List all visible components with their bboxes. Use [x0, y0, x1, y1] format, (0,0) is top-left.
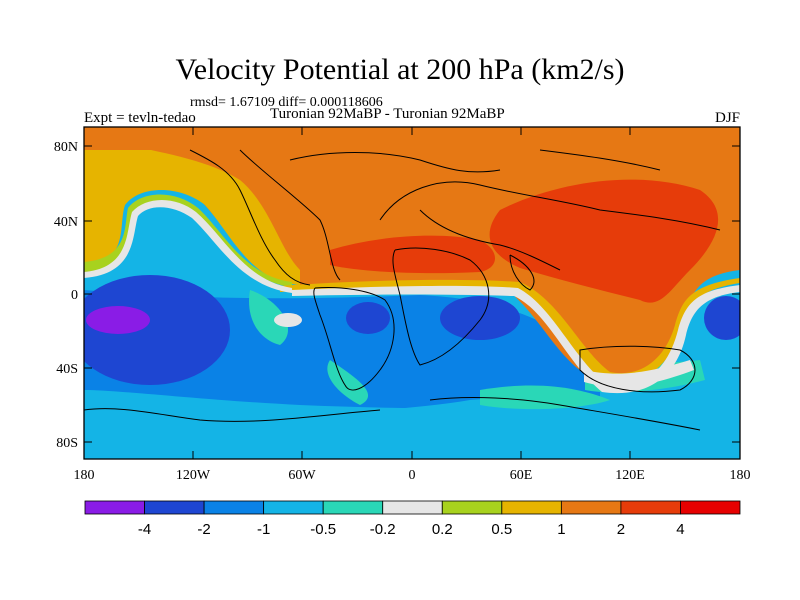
- colorbar-label: -2: [197, 521, 210, 538]
- lon-tick-label: 120E: [615, 468, 645, 483]
- colorbar-swatch: [501, 500, 562, 515]
- experiment-label: Expt = tevln-tedao: [84, 110, 196, 126]
- colorbar-swatch: [144, 500, 205, 515]
- colorbar-swatch: [203, 500, 265, 515]
- lat-axis: 80N 40N 0 40S 80S: [54, 140, 740, 451]
- colorbar-swatch: [263, 500, 324, 515]
- colorbar-label: 4: [676, 521, 684, 538]
- colorbar-swatch: [322, 500, 384, 515]
- colorbar-swatch: [84, 500, 145, 515]
- colorbar: -4 -2 -1 -0.5 -0.2 0.2 0.5 1 2 4: [84, 500, 741, 538]
- lat-tick-label: 0: [71, 288, 78, 303]
- lon-tick-label: 180: [730, 468, 751, 483]
- season-label: DJF: [714, 110, 740, 126]
- lon-axis: 180 120W 60W 0 60E 120E 180: [74, 127, 751, 483]
- colorbar-swatch: [680, 500, 741, 515]
- lat-tick-label: 80N: [54, 140, 78, 155]
- lat-tick-label: 40S: [56, 362, 78, 377]
- lon-tick-label: 60W: [288, 468, 316, 483]
- colorbar-label: -1: [257, 521, 270, 538]
- colorbar-label: 2: [617, 521, 625, 538]
- contour-fill: [84, 127, 740, 459]
- colorbar-label: -4: [138, 521, 151, 538]
- lat-tick-label: 80S: [56, 436, 78, 451]
- colorbar-label: -0.2: [370, 521, 396, 538]
- colorbar-label: 0.2: [432, 521, 453, 538]
- colorbar-label: 1: [557, 521, 565, 538]
- lon-tick-label: 120W: [176, 468, 211, 483]
- colorbar-label: 0.5: [491, 521, 512, 538]
- colorbar-swatch: [441, 500, 503, 515]
- lon-tick-label: 180: [74, 468, 95, 483]
- coastlines: [84, 149, 721, 431]
- colorbar-swatch: [382, 500, 443, 515]
- colorbar-swatch: [560, 500, 622, 515]
- lat-tick-label: 40N: [54, 215, 78, 230]
- lon-tick-label: 0: [409, 468, 416, 483]
- colorbar-label: -0.5: [310, 521, 336, 538]
- stats-label: rmsd= 1.67109 diff= 0.000118606: [190, 95, 383, 110]
- map-title: Velocity Potential at 200 hPa (km2/s): [175, 53, 625, 86]
- lon-tick-label: 60E: [510, 468, 533, 483]
- colorbar-swatch: [620, 500, 681, 515]
- case-label: Turonian 92MaBP - Turonian 92MaBP: [270, 106, 505, 122]
